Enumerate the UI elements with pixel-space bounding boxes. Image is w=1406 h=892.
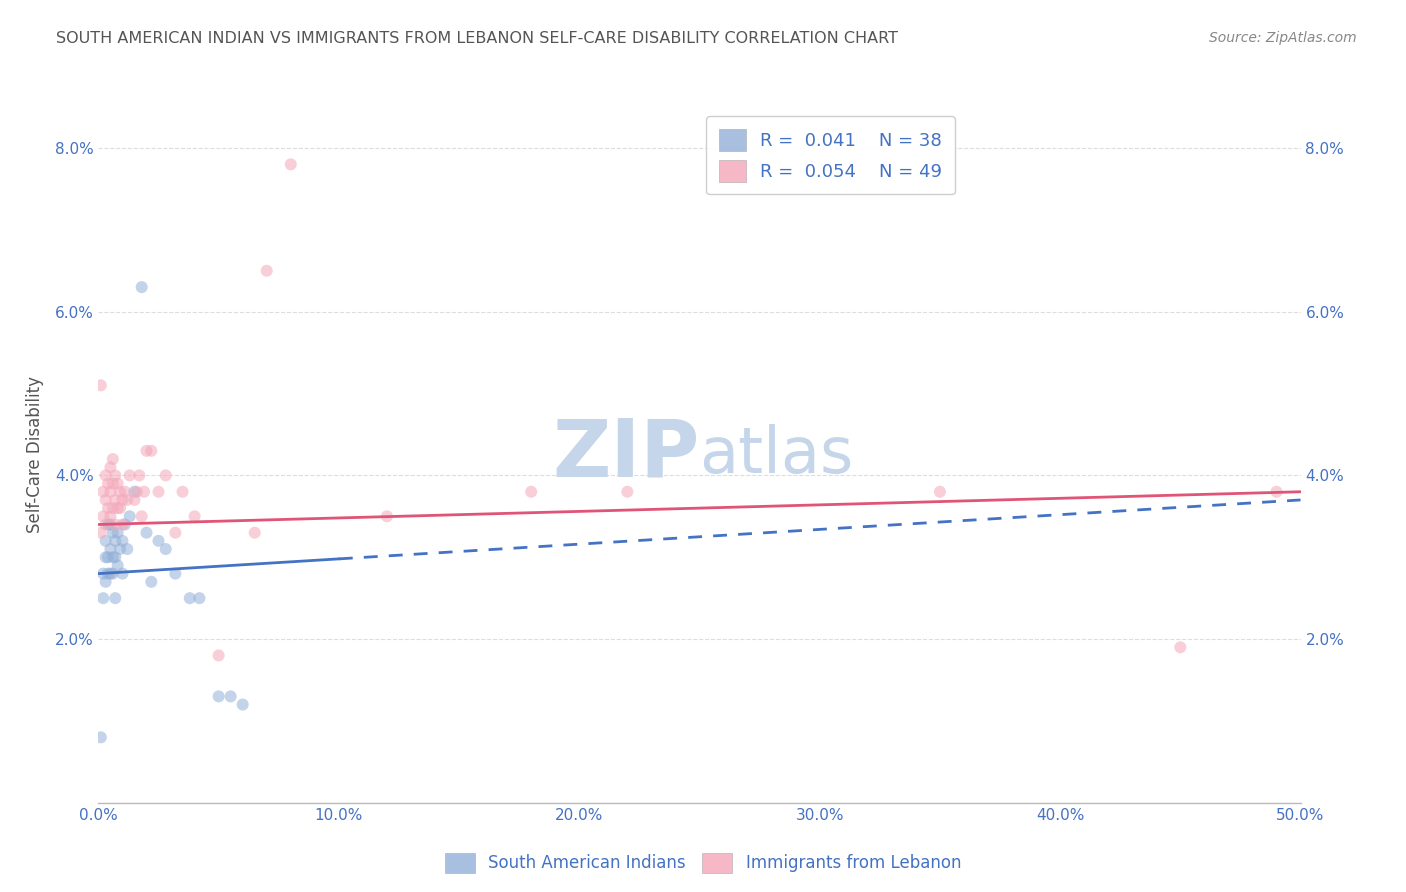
Point [97, 566, 120, 581]
Point [111, 492, 134, 507]
Point [124, 492, 146, 507]
Point [128, 468, 150, 483]
Point [148, 484, 170, 499]
Point [135, 525, 157, 540]
Point [91, 591, 114, 606]
Point [104, 591, 127, 606]
Point [100, 509, 122, 524]
Point [108, 484, 131, 499]
Point [104, 468, 127, 483]
Point [1170, 640, 1192, 655]
Point [94, 533, 117, 548]
Point [117, 492, 139, 507]
Point [125, 484, 148, 499]
Point [104, 550, 127, 565]
Point [97, 476, 120, 491]
Point [1265, 484, 1288, 499]
Point [100, 542, 122, 557]
Point [94, 517, 117, 532]
Point [165, 525, 187, 540]
Point [108, 501, 131, 516]
Point [111, 533, 134, 548]
Point [91, 509, 114, 524]
Point [117, 542, 139, 557]
Text: atlas: atlas [700, 424, 853, 486]
Point [94, 574, 117, 589]
Point [94, 550, 117, 565]
Point [155, 468, 177, 483]
Point [101, 566, 124, 581]
Point [243, 525, 266, 540]
Point [616, 484, 638, 499]
Point [114, 484, 136, 499]
Point [97, 517, 120, 532]
Point [100, 460, 122, 475]
Point [131, 280, 153, 294]
Point [97, 501, 120, 516]
Point [91, 566, 114, 581]
Legend: R =  0.041    N = 38, R =  0.054    N = 49: R = 0.041 N = 38, R = 0.054 N = 49 [706, 116, 955, 194]
Point [520, 484, 543, 499]
Point [104, 517, 127, 532]
Point [208, 690, 231, 704]
Text: SOUTH AMERICAN INDIAN VS IMMIGRANTS FROM LEBANON SELF-CARE DISABILITY CORRELATIO: SOUTH AMERICAN INDIAN VS IMMIGRANTS FROM… [56, 31, 898, 46]
Point [111, 566, 134, 581]
Point [104, 533, 127, 548]
Point [100, 566, 122, 581]
Point [141, 574, 163, 589]
Point [101, 550, 124, 565]
Point [148, 533, 170, 548]
Legend: South American Indians, Immigrants from Lebanon: South American Indians, Immigrants from … [439, 847, 967, 880]
Point [114, 517, 136, 532]
Point [232, 698, 254, 712]
Point [179, 591, 201, 606]
Point [280, 157, 302, 171]
Point [118, 468, 141, 483]
Point [107, 501, 129, 516]
Point [183, 509, 205, 524]
Point [928, 484, 950, 499]
Point [124, 484, 146, 499]
Point [172, 484, 194, 499]
Point [219, 690, 242, 704]
Point [94, 468, 117, 483]
Point [131, 509, 153, 524]
Point [94, 492, 117, 507]
Point [107, 558, 129, 573]
Point [132, 484, 155, 499]
Point [100, 517, 122, 532]
Point [101, 525, 124, 540]
Point [107, 476, 129, 491]
Point [90, 378, 112, 392]
Point [375, 509, 398, 524]
Point [188, 591, 211, 606]
Text: ZIP: ZIP [553, 416, 700, 494]
Point [256, 264, 278, 278]
Point [108, 542, 131, 557]
Point [97, 550, 120, 565]
Y-axis label: Self-Care Disability: Self-Care Disability [25, 376, 44, 533]
Point [165, 566, 187, 581]
Point [135, 443, 157, 458]
Text: Source: ZipAtlas.com: Source: ZipAtlas.com [1209, 31, 1357, 45]
Point [155, 542, 177, 557]
Point [107, 525, 129, 540]
Point [208, 648, 231, 663]
Point [141, 443, 163, 458]
Point [101, 452, 124, 467]
Point [100, 484, 122, 499]
Point [101, 476, 124, 491]
Point [90, 525, 112, 540]
Point [90, 731, 112, 745]
Point [104, 492, 127, 507]
Point [118, 509, 141, 524]
Point [101, 501, 124, 516]
Point [91, 484, 114, 499]
Point [111, 517, 134, 532]
